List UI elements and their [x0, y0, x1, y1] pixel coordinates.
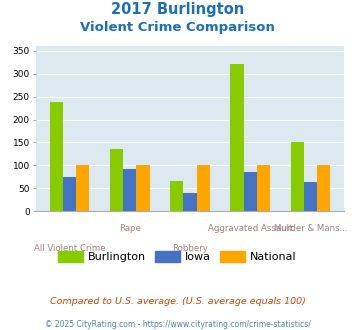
Bar — [290, 143, 304, 211]
Text: Compared to U.S. average. (U.S. average equals 100): Compared to U.S. average. (U.S. average … — [50, 297, 305, 306]
Bar — [63, 177, 76, 211]
Bar — [110, 149, 123, 211]
Bar — [76, 165, 89, 211]
Text: 2017 Burlington: 2017 Burlington — [111, 2, 244, 16]
Bar — [50, 102, 63, 211]
Text: Robbery: Robbery — [172, 244, 208, 253]
Text: All Violent Crime: All Violent Crime — [34, 244, 105, 253]
Text: Violent Crime Comparison: Violent Crime Comparison — [80, 21, 275, 34]
Text: Murder & Mans...: Murder & Mans... — [274, 224, 347, 233]
Bar — [257, 165, 270, 211]
Bar — [230, 64, 244, 211]
Legend: Burlington, Iowa, National: Burlington, Iowa, National — [54, 247, 301, 267]
Text: Aggravated Assault: Aggravated Assault — [208, 224, 293, 233]
Bar — [317, 165, 330, 211]
Bar — [123, 169, 136, 211]
Bar — [244, 172, 257, 211]
Text: Rape: Rape — [119, 224, 141, 233]
Text: © 2025 CityRating.com - https://www.cityrating.com/crime-statistics/: © 2025 CityRating.com - https://www.city… — [45, 320, 310, 329]
Bar — [183, 193, 197, 211]
Bar — [170, 182, 183, 211]
Bar — [197, 165, 210, 211]
Bar — [304, 182, 317, 211]
Bar — [136, 165, 149, 211]
